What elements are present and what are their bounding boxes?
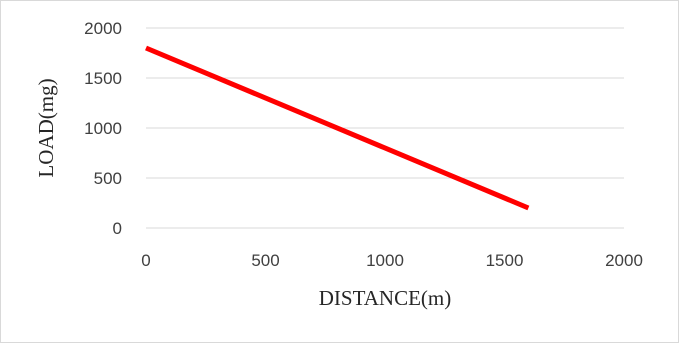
y-tick-label: 2000 xyxy=(84,19,122,38)
series-line-0 xyxy=(145,45,530,211)
y-axis-title: LOAD(mg) xyxy=(34,78,58,177)
x-tick-labels: 0 500 1000 1500 2000 xyxy=(141,251,643,270)
x-tick-label: 0 xyxy=(141,251,150,270)
x-tick-label: 2000 xyxy=(605,251,643,270)
y-tick-label: 0 xyxy=(113,219,122,238)
y-tick-label: 500 xyxy=(94,169,122,188)
x-tick-label: 1000 xyxy=(366,251,404,270)
x-axis-title: DISTANCE(m) xyxy=(319,286,451,310)
gridlines xyxy=(146,27,624,229)
y-tick-label: 1500 xyxy=(84,69,122,88)
series-layer xyxy=(145,45,530,211)
x-tick-label: 500 xyxy=(251,251,279,270)
y-tick-labels: 0 500 1000 1500 2000 xyxy=(84,19,122,238)
y-tick-label: 1000 xyxy=(84,119,122,138)
x-tick-label: 1500 xyxy=(486,251,524,270)
